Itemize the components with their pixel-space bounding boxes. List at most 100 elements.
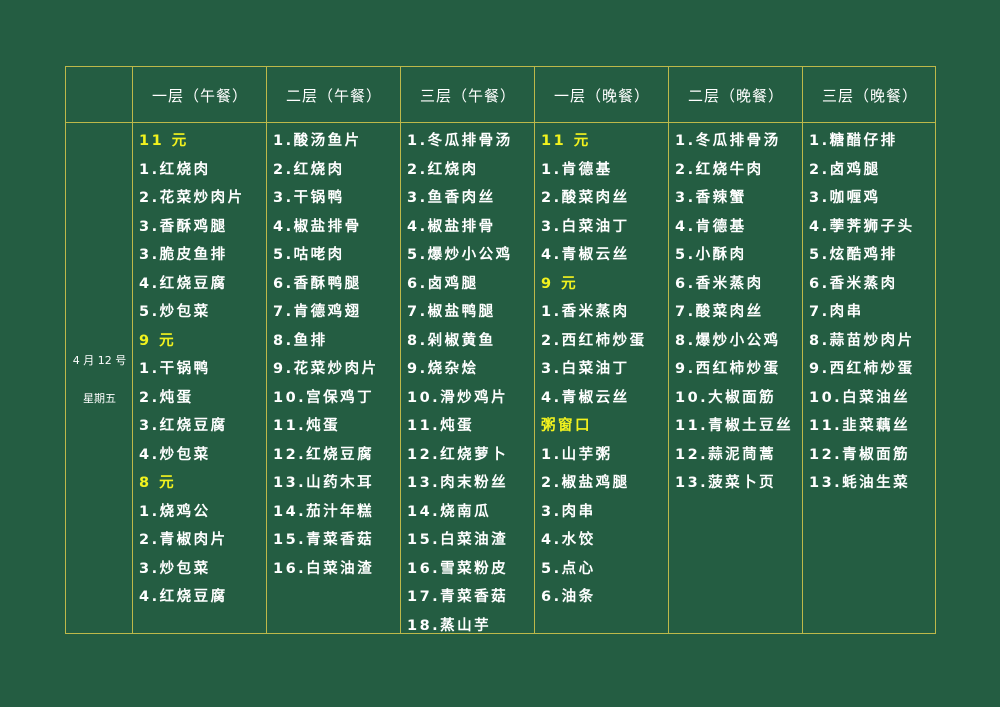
menu-item: 8.爆炒小公鸡: [675, 332, 781, 349]
column-divider: [802, 67, 803, 633]
price-heading: 11 元: [139, 133, 189, 149]
column-header: 三层（午餐）: [419, 87, 516, 105]
menu-item: 3.炒包菜: [139, 560, 211, 577]
menu-item: 2.卤鸡腿: [809, 161, 881, 178]
price-heading: 8 元: [139, 475, 177, 491]
menu-item: 14.茄汁年糕: [273, 503, 375, 520]
menu-item: 13.山药木耳: [273, 475, 375, 491]
date-label: 4 月 12 号: [72, 354, 127, 367]
menu-item: 11.炖蛋: [273, 418, 341, 434]
column-divider: [266, 67, 267, 633]
menu-item: 2.椒盐鸡腿: [541, 475, 630, 491]
menu-item: 18.蒸山芋: [407, 617, 492, 634]
menu-item: 6.香米蒸肉: [675, 275, 764, 292]
menu-item: 1.冬瓜排骨汤: [407, 133, 513, 149]
menu-item: 5.炫酷鸡排: [809, 247, 898, 263]
menu-item: 7.酸菜肉丝: [675, 304, 764, 320]
weekday-label: 星期五: [83, 392, 116, 405]
column-divider: [534, 67, 535, 633]
menu-item: 4.青椒云丝: [541, 247, 630, 263]
menu-item: 2.红烧肉: [407, 161, 479, 178]
menu-item: 16.雪菜粉皮: [407, 560, 509, 577]
menu-item: 13.肉末粉丝: [407, 475, 509, 491]
menu-item: 1.红烧肉: [139, 161, 211, 178]
menu-item: 10.白菜油丝: [809, 389, 911, 406]
menu-item: 11.韭菜藕丝: [809, 418, 911, 434]
menu-item: 9.花菜炒肉片: [273, 361, 379, 377]
menu-item: 7.椒盐鸭腿: [407, 304, 496, 320]
menu-item: 2.西红柿炒蛋: [541, 332, 647, 349]
menu-item: 1.冬瓜排骨汤: [675, 133, 781, 149]
menu-column: 11 元 1.肯德基 2.酸菜肉丝 3.白菜油丁 4.青椒云丝 9 元 1.香米蒸肉 2.西红…: [541, 127, 647, 612]
menu-item: 16.白菜油渣: [273, 560, 375, 577]
price-heading: 粥窗口: [541, 418, 592, 434]
menu-item: 4.红烧豆腐: [139, 589, 228, 605]
column-divider: [668, 67, 669, 633]
menu-item: 1.干锅鸭: [139, 361, 211, 377]
menu-item: 6.油条: [541, 589, 596, 605]
menu-item: 11.青椒土豆丝: [675, 418, 794, 434]
menu-item: 2.红烧牛肉: [675, 161, 764, 178]
menu-item: 4.椒盐排骨: [407, 218, 496, 235]
price-heading: 9 元: [139, 332, 177, 349]
menu-item: 1.烧鸡公: [139, 503, 211, 520]
menu-item: 4.肯德基: [675, 218, 747, 235]
menu-item: 6.香米蒸肉: [809, 275, 898, 292]
menu-item: 2.炖蛋: [139, 389, 194, 406]
menu-item: 1.香米蒸肉: [541, 304, 630, 320]
menu-item: 10.大椒面筋: [675, 389, 777, 406]
menu-item: 9.烧杂烩: [407, 361, 479, 377]
menu-item: 10.滑炒鸡片: [407, 389, 509, 406]
column-divider: [400, 67, 401, 633]
menu-item: 8.剁椒黄鱼: [407, 332, 496, 349]
menu-item: 2.红烧肉: [273, 161, 345, 178]
menu-item: 7.肯德鸡翅: [273, 304, 362, 320]
menu-item: 4.炒包菜: [139, 446, 211, 463]
menu-item: 12.红烧豆腐: [273, 446, 375, 463]
menu-item: 1.糖醋仔排: [809, 133, 898, 149]
menu-item: 3.白菜油丁: [541, 218, 630, 235]
menu-table: 4 月 12 号 星期五 11 元 1.红烧肉 2.花菜炒肉片 3.香酥鸡腿 3.脆皮鱼…: [65, 66, 936, 634]
menu-item: 5.小酥肉: [675, 247, 747, 263]
menu-item: 6.香酥鸭腿: [273, 275, 362, 292]
menu-item: 9.西红柿炒蛋: [675, 361, 781, 377]
menu-item: 13.蚝油生菜: [809, 475, 911, 491]
menu-item: 13.菠菜卜页: [675, 475, 777, 491]
menu-column: 1.冬瓜排骨汤 2.红烧肉 3.鱼香肉丝 4.椒盐排骨 5.爆炒小公鸡 6.卤鸡腿 7.椒盐…: [407, 127, 513, 640]
menu-item: 14.烧南瓜: [407, 503, 492, 520]
menu-item: 4.红烧豆腐: [139, 275, 228, 292]
menu-item: 5.炒包菜: [139, 304, 211, 320]
menu-item: 3.鱼香肉丝: [407, 190, 496, 206]
column-header: 一层（午餐）: [151, 87, 248, 105]
menu-item: 3.香辣蟹: [675, 190, 747, 206]
menu-item: 17.青菜香菇: [407, 589, 509, 605]
price-heading: 11 元: [541, 133, 591, 149]
menu-item: 9.西红柿炒蛋: [809, 361, 915, 377]
menu-item: 3.白菜油丁: [541, 361, 630, 377]
menu-item: 10.宫保鸡丁: [273, 389, 375, 406]
price-heading: 9 元: [541, 275, 579, 292]
menu-column: 1.酸汤鱼片 2.红烧肉 3.干锅鸭 4.椒盐排骨 5.咕咾肉 6.香酥鸭腿 7.肯德鸡翅 8…: [273, 127, 379, 583]
menu-item: 7.肉串: [809, 304, 864, 320]
menu-item: 3.脆皮鱼排: [139, 247, 228, 263]
menu-column: 11 元 1.红烧肉 2.花菜炒肉片 3.香酥鸡腿 3.脆皮鱼排 4.红烧豆腐 5.炒包菜 9…: [139, 127, 245, 612]
column-header: 二层（午餐）: [285, 87, 382, 105]
column-header: 三层（晚餐）: [821, 87, 918, 105]
menu-item: 11.炖蛋: [407, 418, 475, 434]
menu-item: 5.点心: [541, 560, 596, 577]
column-header: 二层（晚餐）: [687, 87, 784, 105]
menu-item: 1.肯德基: [541, 161, 613, 178]
menu-item: 8.鱼排: [273, 332, 328, 349]
menu-item: 1.山芋粥: [541, 446, 613, 463]
menu-item: 5.爆炒小公鸡: [407, 247, 513, 263]
menu-item: 3.咖喱鸡: [809, 190, 881, 206]
menu-item: 4.荸荠狮子头: [809, 218, 915, 235]
menu-item: 5.咕咾肉: [273, 247, 345, 263]
header-divider: [66, 122, 935, 123]
menu-item: 12.红烧萝卜: [407, 446, 509, 463]
menu-item: 3.红烧豆腐: [139, 418, 228, 434]
menu-item: 4.椒盐排骨: [273, 218, 362, 235]
menu-item: 15.白菜油渣: [407, 532, 509, 548]
menu-item: 8.蒜苗炒肉片: [809, 332, 915, 349]
menu-item: 2.酸菜肉丝: [541, 190, 630, 206]
